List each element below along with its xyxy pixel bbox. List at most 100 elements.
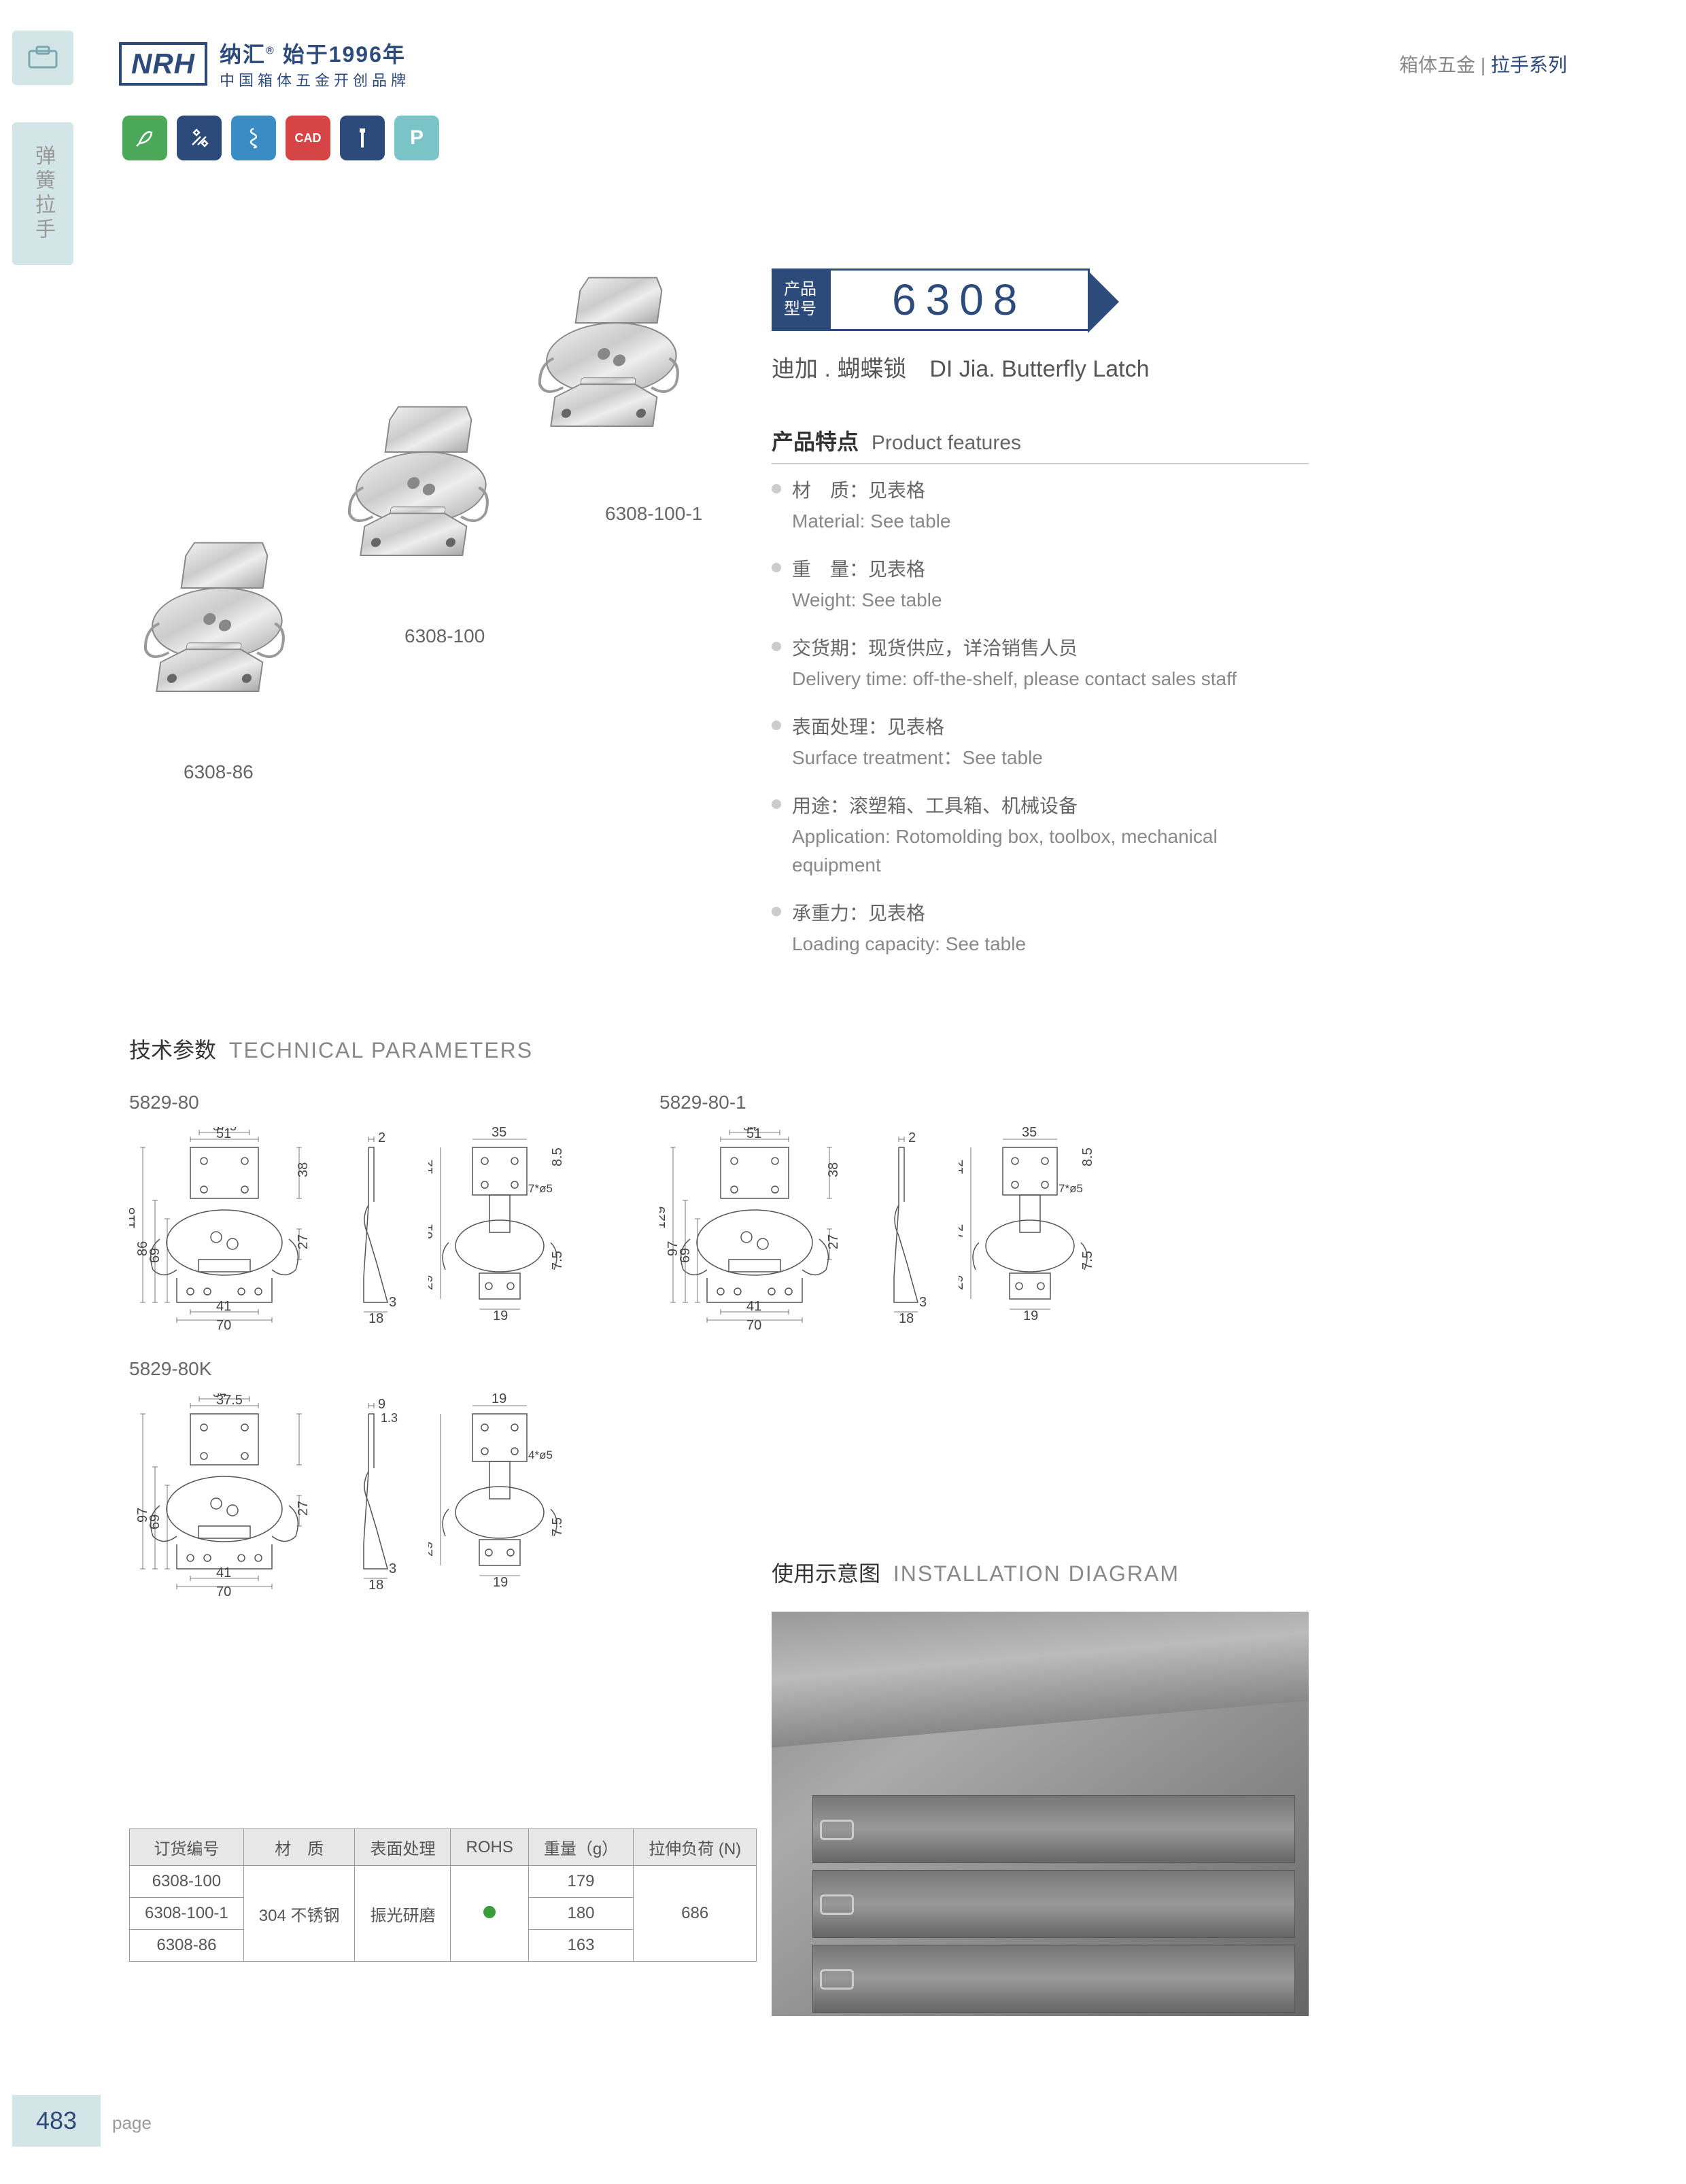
svg-text:29: 29 [959, 1275, 966, 1290]
installation-diagram: 使用示意图 INSTALLATION DIAGRAM [772, 1557, 1309, 2016]
specification-table: 订货编号材 质表面处理ROHS重量（g）拉伸负荷 (N) 6308-100304… [129, 1828, 757, 1962]
svg-text:12: 12 [428, 1160, 436, 1175]
corner-icon [12, 31, 73, 85]
model-number: 6308 [829, 268, 1090, 331]
badge-CAD-icon: CAD [286, 116, 330, 160]
technical-parameters: 技术参数 TECHNICAL PARAMETERS 5829-80 [129, 1033, 1101, 1597]
render-6308-100-1 [517, 258, 734, 469]
svg-text:69: 69 [678, 1248, 693, 1263]
svg-text:29: 29 [428, 1275, 436, 1290]
svg-text:4*ø5: 4*ø5 [528, 1449, 553, 1461]
product-model-badge: 产品 型号 6308 [772, 268, 1090, 331]
tech-heading: 技术参数 TECHNICAL PARAMETERS [129, 1033, 1101, 1064]
table-header: ROHS [451, 1829, 528, 1866]
svg-text:7*ø5: 7*ø5 [1059, 1182, 1083, 1195]
side-category-tab: 弹簧拉手 [12, 122, 73, 265]
svg-text:38: 38 [296, 1162, 311, 1177]
svg-text:3: 3 [389, 1561, 396, 1576]
page-header: NRH 纳汇® 始于1996年 中国箱体五金开创品牌 箱体五金 | 拉手系列 [119, 37, 1567, 90]
render-label: 6308-100-1 [605, 503, 702, 525]
brand-tagline: 始于1996年 [283, 42, 406, 67]
rohs-dot-icon [483, 1906, 496, 1918]
badge-leaf-icon [122, 116, 167, 160]
badge-spring-icon [231, 116, 276, 160]
svg-text:41: 41 [216, 1299, 231, 1314]
feature-item: 用途：滚塑箱、工具箱、机械设备Application: Rotomolding … [772, 791, 1309, 880]
svg-text:2: 2 [378, 1130, 385, 1145]
svg-text:70: 70 [216, 1584, 231, 1597]
table-header: 订货编号 [130, 1829, 244, 1866]
drawing-group: 5829-80 51 37.5 1 [129, 1064, 571, 1331]
svg-text:70: 70 [216, 1318, 231, 1331]
svg-text:12: 12 [959, 1160, 966, 1175]
svg-text:37.5: 37.5 [213, 1127, 237, 1133]
drawing-group: 5829-80-1 51 34 1 [659, 1064, 1101, 1331]
render-6308-86 [122, 523, 340, 734]
svg-text:2: 2 [908, 1130, 916, 1145]
svg-text:61: 61 [428, 1224, 436, 1239]
brand-name: 纳汇 [220, 42, 266, 67]
svg-text:118: 118 [129, 1207, 138, 1229]
svg-text:3: 3 [919, 1295, 927, 1310]
product-renders: 6308-86 6308-100 6308-100-1 [116, 231, 741, 809]
svg-text:18: 18 [899, 1311, 914, 1326]
render-6308-100 [326, 387, 544, 598]
header-category: 箱体五金 | 拉手系列 [1399, 50, 1567, 77]
svg-text:7.5: 7.5 [550, 1251, 565, 1270]
svg-text:19: 19 [493, 1575, 508, 1590]
drawings-container: 5829-80 51 37.5 1 [129, 1064, 1101, 1597]
svg-text:34: 34 [743, 1127, 757, 1133]
svg-text:29: 29 [428, 1542, 436, 1557]
svg-text:9: 9 [378, 1397, 385, 1412]
logo-box: NRH [119, 42, 207, 86]
feature-item: 重 量：见表格Weight: See table [772, 555, 1309, 614]
brand-logo: NRH 纳汇® 始于1996年 中国箱体五金开创品牌 [119, 37, 410, 90]
render-label: 6308-100 [405, 625, 485, 647]
feature-item: 材 质：见表格Material: See table [772, 476, 1309, 536]
svg-text:69: 69 [148, 1514, 162, 1529]
svg-text:41: 41 [216, 1565, 231, 1580]
svg-text:72: 72 [959, 1224, 966, 1239]
svg-text:27: 27 [826, 1234, 841, 1249]
svg-text:7.5: 7.5 [550, 1517, 565, 1536]
install-photo [772, 1612, 1309, 2016]
features-heading: 产品特点 Product features [772, 425, 1309, 464]
brand-subtitle: 中国箱体五金开创品牌 [220, 69, 410, 90]
table-header: 表面处理 [355, 1829, 451, 1866]
feature-item: 交货期：现货供应，详洽销售人员Delivery time: off-the-sh… [772, 634, 1309, 693]
table-row: 6308-100304 不锈钢振光研磨179686 [130, 1866, 757, 1898]
badge-label: 产品 型号 [772, 268, 829, 331]
badge-tools-icon [177, 116, 222, 160]
features-list: 材 质：见表格Material: See table 重 量：见表格Weight:… [772, 476, 1309, 977]
svg-text:38: 38 [826, 1162, 841, 1177]
svg-text:18: 18 [368, 1311, 383, 1326]
catalog-page: 弹簧拉手 NRH 纳汇® 始于1996年 中国箱体五金开创品牌 箱体五金 | 拉… [0, 0, 1686, 2184]
svg-text:3: 3 [389, 1295, 396, 1310]
svg-text:1.3: 1.3 [381, 1411, 398, 1425]
certification-icons: CAD P [122, 116, 439, 160]
table-header: 拉伸负荷 (N) [634, 1829, 757, 1866]
svg-text:27: 27 [296, 1501, 311, 1516]
svg-text:18: 18 [368, 1578, 383, 1593]
svg-text:70: 70 [746, 1318, 761, 1331]
page-label: page [112, 2113, 152, 2134]
svg-text:27: 27 [296, 1234, 311, 1249]
svg-text:7.5: 7.5 [1080, 1251, 1095, 1270]
svg-text:8.5: 8.5 [550, 1147, 565, 1166]
svg-text:41: 41 [746, 1299, 761, 1314]
svg-text:129: 129 [659, 1207, 668, 1229]
svg-text:7*ø5: 7*ø5 [528, 1182, 553, 1195]
svg-text:69: 69 [148, 1248, 162, 1263]
badge-P-icon: P [394, 116, 439, 160]
svg-text:35: 35 [492, 1127, 506, 1140]
badge-screw-icon [340, 116, 385, 160]
svg-text:19: 19 [492, 1393, 506, 1406]
svg-text:19: 19 [493, 1308, 508, 1323]
product-name: 迪加 . 蝴蝶锁 DI Jia. Butterfly Latch [772, 350, 1149, 383]
svg-text:8.5: 8.5 [1080, 1147, 1095, 1166]
install-heading: 使用示意图 INSTALLATION DIAGRAM [772, 1557, 1309, 1588]
svg-text:34: 34 [213, 1393, 226, 1400]
feature-item: 承重力：见表格Loading capacity: See table [772, 899, 1309, 958]
feature-item: 表面处理：见表格Surface treatment：See table [772, 712, 1309, 772]
svg-text:19: 19 [1023, 1308, 1038, 1323]
